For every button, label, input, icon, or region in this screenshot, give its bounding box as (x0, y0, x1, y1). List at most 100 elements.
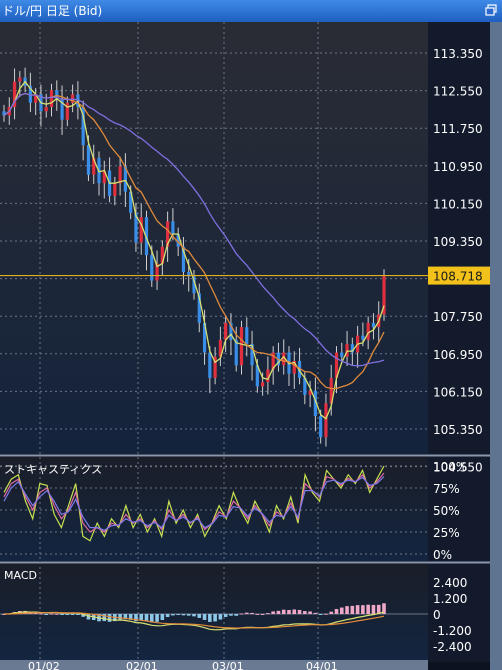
candle-body (176, 234, 180, 247)
macd-y-tick-label: -2.400 (433, 640, 472, 654)
candle-body (245, 327, 249, 345)
macd-bar (123, 614, 128, 620)
candle-body (171, 221, 175, 235)
candle-body (382, 275, 386, 315)
y-tick-label: 107.750 (433, 310, 483, 324)
macd-bar (181, 614, 186, 616)
window-right-border (490, 22, 502, 670)
macd-bar (65, 614, 70, 615)
macd-bar (128, 614, 133, 620)
stochastics-lines (3, 465, 385, 542)
x-axis-labels: 01/02 02/01 03/01 04/01 (28, 660, 338, 670)
candle-body (334, 352, 339, 378)
macd-y-tick-label: -1.200 (433, 624, 472, 638)
macd-title: MACD (4, 569, 37, 582)
candle-body (313, 390, 317, 417)
macd-bar (229, 614, 233, 616)
candle-body (319, 416, 323, 438)
macd-bar (202, 614, 207, 620)
macd-y-tick-label: 0 (433, 608, 441, 622)
x-axis-strip (0, 660, 428, 670)
stoch-y-tick-label: 100% (433, 460, 467, 474)
macd-bar (70, 614, 75, 615)
stoch-title: ストキャスティクス (4, 463, 102, 476)
candle-body (266, 369, 270, 383)
macd-bar (266, 613, 270, 615)
macd-bar (197, 614, 202, 618)
macd-bar (260, 613, 265, 615)
macd-bar (213, 614, 217, 622)
macd-bar (81, 614, 85, 617)
macd-bar (176, 614, 180, 615)
candle-body (303, 377, 307, 395)
macd-bar (292, 609, 297, 614)
candle-body (329, 377, 333, 404)
candle-body (229, 322, 233, 340)
macd-bar (218, 614, 223, 620)
main-panel-bg (0, 22, 428, 454)
macd-bar (155, 614, 159, 622)
stoch-line (3, 476, 385, 531)
candle-body (361, 335, 365, 340)
macd-bar (361, 605, 365, 614)
macd-bar (107, 614, 112, 622)
candle-body (166, 221, 170, 247)
y-axis-labels: 113.350 112.550 111.750 110.950 110.150 109.3… (433, 47, 483, 654)
candle-body (308, 390, 312, 395)
candle-body (324, 403, 328, 438)
candle-body (192, 276, 196, 294)
macd-bar (318, 614, 323, 615)
candle-body (292, 360, 296, 374)
candle-body (340, 352, 344, 357)
candle-body (255, 365, 259, 387)
macd-histogram (2, 603, 386, 631)
macd-bar (308, 611, 312, 614)
moving-average-line (3, 80, 385, 420)
macd-bar (355, 605, 360, 614)
candle-body (224, 322, 228, 340)
candle-body (160, 246, 164, 264)
macd-bar (76, 614, 80, 615)
window-title: ドル/円 日足 (Bid) (2, 4, 103, 18)
macd-bar (271, 611, 275, 614)
candle-body (155, 263, 159, 281)
macd-bar (303, 611, 307, 614)
window-titlebar: ドル/円 日足 (Bid) (0, 0, 502, 22)
candle-body (234, 339, 238, 366)
candle-body (2, 111, 6, 116)
candle-body (49, 90, 54, 108)
y-tick-label: 105.350 (433, 423, 483, 437)
y-tick-label: 106.950 (433, 348, 483, 362)
current-price-badge (428, 266, 490, 285)
macd-bar (44, 614, 49, 615)
y-tick-label: 110.950 (433, 160, 483, 174)
candle-body (102, 170, 106, 184)
macd-bar (297, 609, 302, 614)
x-tick-label: 04/01 (306, 660, 338, 670)
candle-body (134, 212, 138, 243)
macd-bar (313, 612, 318, 614)
macd-bar (144, 614, 149, 622)
candle-body (12, 81, 17, 108)
candle-body (345, 344, 349, 357)
macd-bar (334, 608, 339, 614)
candle-body (60, 98, 64, 120)
candle-body (181, 246, 186, 273)
candle-body (371, 322, 376, 328)
candle-body (250, 344, 254, 366)
macd-bar (339, 607, 344, 614)
stoch-panel-bg (0, 457, 428, 561)
y-tick-label: 109.350 (433, 235, 483, 249)
candle-body (350, 344, 354, 353)
macd-bar (192, 614, 196, 617)
macd-bar (255, 613, 260, 615)
candle-body (261, 382, 265, 387)
x-tick-label: 01/02 (28, 660, 60, 670)
candle-body (218, 339, 222, 357)
x-tick-label: 03/01 (212, 660, 244, 670)
macd-bar (60, 614, 64, 615)
macd-bar (324, 613, 328, 615)
macd-bar (86, 614, 91, 620)
macd-bar (165, 614, 170, 618)
restore-window-icon[interactable] (485, 4, 497, 16)
